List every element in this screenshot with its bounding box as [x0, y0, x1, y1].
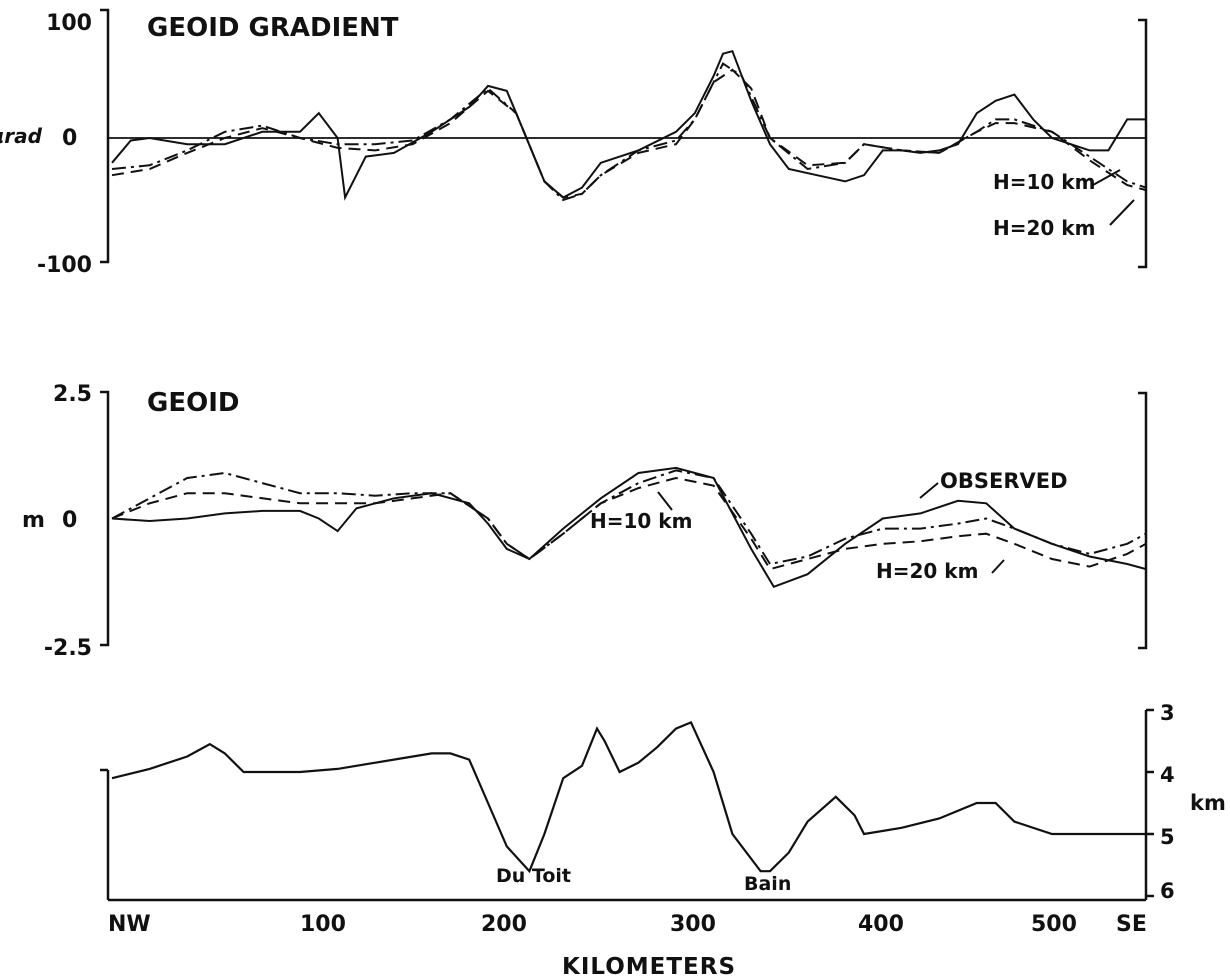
x-axis-title: KILOMETERS — [562, 954, 736, 980]
xtick-500: 500 — [1031, 912, 1077, 937]
geoid-annot-h20-arrow — [991, 559, 1005, 574]
geoid-title: GEOID — [147, 388, 239, 418]
bathymetry-panel: 3 4 5 6 km Du Toit Bain — [100, 701, 1226, 903]
xtick-nw: NW — [108, 912, 151, 937]
xtick-300: 300 — [670, 912, 716, 937]
bathy-ytick-6: 6 — [1160, 879, 1175, 903]
gradient-ytick-bottom: -100 — [37, 253, 92, 278]
geoid-ytick-bottom: -2.5 — [44, 636, 92, 661]
xtick-200: 200 — [481, 912, 527, 937]
series-line-1-0 — [111, 466, 1147, 589]
geoid-ylabel: m — [22, 508, 45, 533]
x-axis-labels: NW 100 200 300 400 500 SE KILOMETERS — [108, 912, 1147, 980]
gradient-annot-h10-arrow — [1092, 169, 1121, 186]
bathy-ytick-3: 3 — [1160, 701, 1175, 725]
xtick-se: SE — [1116, 912, 1147, 937]
gradient-ylabel: µrad — [0, 124, 43, 148]
series-line-0-1 — [111, 62, 1147, 202]
gradient-title: GEOID GRADIENT — [147, 13, 399, 43]
bathy-annot-bain: Bain — [744, 873, 791, 895]
geoid-ytick-top: 2.5 — [53, 382, 92, 407]
bathy-annot-dutoit: Du Toit — [496, 865, 571, 887]
geoid-annot-h20: H=20 km — [876, 559, 978, 583]
geoid-annot-observed: OBSERVED — [940, 469, 1068, 493]
geoid-annot-h10-arrow — [657, 491, 673, 511]
bathy-ytick-4: 4 — [1160, 763, 1175, 787]
geoid-right-axis — [1138, 391, 1148, 650]
series-line-1-2 — [111, 476, 1147, 571]
gradient-ytick-zero: 0 — [62, 126, 77, 151]
gradient-annot-h10: H=10 km — [993, 170, 1095, 194]
series-line-2-0 — [111, 720, 1146, 874]
series-line-0-2 — [111, 68, 1147, 199]
geoid-annot-h10: H=10 km — [590, 509, 692, 533]
geoid-ytick-zero: 0 — [62, 508, 77, 533]
gradient-right-axis — [1138, 18, 1148, 269]
series-line-0-0 — [111, 50, 1146, 201]
xtick-400: 400 — [858, 912, 904, 937]
gradient-annot-h20-arrow — [1109, 199, 1135, 226]
gradient-left-axis — [100, 8, 110, 264]
series-line-1-1 — [111, 469, 1147, 566]
geoid-panel: GEOID 2.5 m 0 -2.5 OBSERVED H=10 km H=20… — [22, 382, 1148, 661]
bathy-ytick-5: 5 — [1160, 825, 1175, 849]
gradient-annot-h20: H=20 km — [993, 216, 1095, 240]
geoid-annot-observed-arrow — [919, 482, 939, 499]
gradient-ytick-top: 100 — [46, 11, 92, 36]
geoid-left-axis — [100, 390, 110, 647]
bathy-ylabel: km — [1190, 791, 1226, 815]
xtick-100: 100 — [300, 912, 346, 937]
geoid-gradient-panel: GEOID GRADIENT 100 µrad 0 -100 H=10 km H… — [0, 8, 1148, 278]
